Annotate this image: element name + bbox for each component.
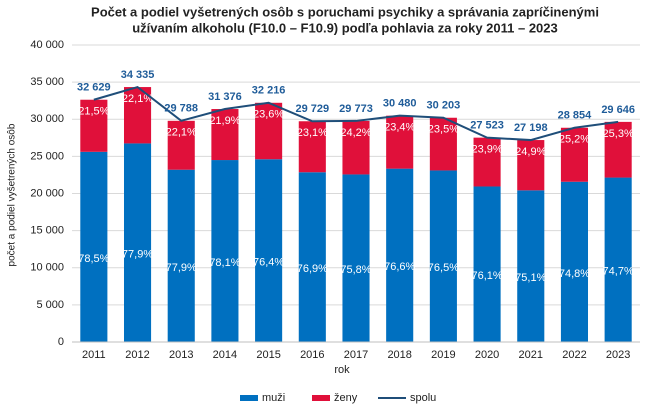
- y-tick-label: 40 000: [30, 39, 64, 51]
- data-label: 22,1%: [166, 127, 197, 139]
- x-tick-label: 2023: [606, 349, 630, 361]
- data-label: 28 854: [558, 110, 593, 122]
- x-tick-label: 2012: [125, 349, 149, 361]
- x-tick-label: 2018: [387, 349, 411, 361]
- data-label: 31 376: [208, 91, 242, 103]
- data-label: 24,2%: [340, 127, 371, 139]
- data-label: 78,1%: [209, 257, 240, 269]
- y-tick-label: 15 000: [30, 225, 64, 237]
- bar-segment: [211, 160, 239, 342]
- y-tick-label: 0: [58, 336, 64, 348]
- x-tick-label: 2019: [431, 349, 455, 361]
- data-label: 23,9%: [471, 144, 502, 156]
- data-label: 76,1%: [471, 270, 502, 282]
- bar-segment: [429, 117, 457, 171]
- data-label: 21,5%: [78, 106, 109, 118]
- data-label: 30 203: [427, 100, 461, 112]
- data-label: 34 335: [121, 69, 155, 81]
- data-label: 32 216: [252, 85, 286, 97]
- bar-segment: [473, 137, 501, 187]
- bar-segment: [298, 121, 326, 173]
- data-label: 23,1%: [297, 127, 328, 139]
- data-label: 77,9%: [166, 262, 197, 274]
- data-label: 78,5%: [78, 253, 109, 265]
- bar-segment: [123, 143, 152, 342]
- bar-segment: [604, 121, 632, 178]
- data-label: 76,5%: [428, 262, 459, 274]
- line: [93, 85, 619, 142]
- legend-label: muži: [262, 392, 285, 404]
- bar-segment: [298, 172, 326, 342]
- data-label: 74,8%: [559, 268, 590, 280]
- data-label: 76,6%: [384, 261, 415, 273]
- x-tick-label: 2016: [300, 349, 324, 361]
- bar-segment: [342, 174, 370, 342]
- data-label: 27 198: [514, 122, 548, 134]
- bar-segment: [211, 109, 239, 161]
- data-label: 24,9%: [515, 146, 546, 158]
- data-label: 74,7%: [603, 266, 634, 278]
- data-label: 23,4%: [384, 122, 415, 134]
- x-tick-label: 2013: [169, 349, 193, 361]
- y-tick-label: 30 000: [30, 113, 64, 125]
- legend-swatch: [312, 395, 330, 401]
- y-tick-label: 20 000: [30, 187, 64, 199]
- data-label: 29 646: [601, 104, 635, 116]
- chart-title: užívaním alkoholu (F10.0 – F10.9) podľa …: [132, 20, 558, 35]
- data-label: 22,1%: [122, 93, 153, 105]
- legend-swatch: [240, 395, 258, 401]
- bar-segment: [517, 140, 545, 191]
- bar-segment: [604, 177, 632, 342]
- bar-segment: [386, 115, 414, 169]
- data-label: 77,9%: [122, 249, 153, 261]
- bar-segment: [255, 159, 283, 342]
- data-label: 21,9%: [209, 115, 240, 127]
- bar-segment: [473, 186, 501, 342]
- data-label: 76,9%: [297, 263, 328, 275]
- chart-title: Počet a podiel vyšetrených osôb s poruch…: [91, 4, 599, 19]
- data-label: 30 480: [383, 98, 417, 110]
- bar-segment: [560, 181, 589, 342]
- data-label: 29 788: [164, 103, 198, 115]
- y-tick-label: 10 000: [30, 262, 64, 274]
- bar-segment: [429, 170, 457, 342]
- legend-label: ženy: [334, 392, 358, 404]
- x-tick-label: 2022: [562, 349, 586, 361]
- bar-segment: [167, 120, 195, 170]
- bar-segment: [517, 190, 545, 342]
- x-tick-label: 2020: [475, 349, 499, 361]
- y-axis-label: počet a podiel vyšetrených osôb: [7, 123, 18, 266]
- data-label: 76,4%: [253, 257, 284, 269]
- x-tick-label: 2011: [82, 349, 106, 361]
- bar-segment: [80, 99, 108, 152]
- data-label: 23,5%: [428, 124, 459, 136]
- data-label: 23,6%: [253, 109, 284, 121]
- bar-segment: [342, 120, 370, 175]
- bar-segment: [167, 169, 195, 342]
- data-label: 32 629: [77, 82, 111, 94]
- legend-label: spolu: [410, 392, 436, 404]
- x-tick-label: 2021: [519, 349, 543, 361]
- bar-segment: [123, 87, 152, 144]
- data-label: 25,2%: [559, 134, 590, 146]
- x-tick-label: 2014: [213, 349, 237, 361]
- data-label: 75,8%: [340, 264, 371, 276]
- y-tick-label: 5 000: [36, 299, 64, 311]
- bar-segment: [560, 127, 589, 182]
- x-tick-label: 2015: [256, 349, 280, 361]
- y-tick-label: 35 000: [30, 76, 64, 88]
- data-label: 27 523: [470, 120, 504, 132]
- data-label: 75,1%: [515, 272, 546, 284]
- bar-segment: [80, 151, 108, 342]
- bar-segment: [255, 102, 283, 160]
- x-tick-label: 2017: [344, 349, 368, 361]
- data-label: 25,3%: [603, 128, 634, 140]
- x-axis-label: rok: [334, 364, 350, 376]
- bar-segment: [386, 168, 414, 342]
- y-tick-label: 25 000: [30, 150, 64, 162]
- data-label: 29 773: [339, 103, 373, 115]
- data-label: 29 729: [295, 103, 329, 115]
